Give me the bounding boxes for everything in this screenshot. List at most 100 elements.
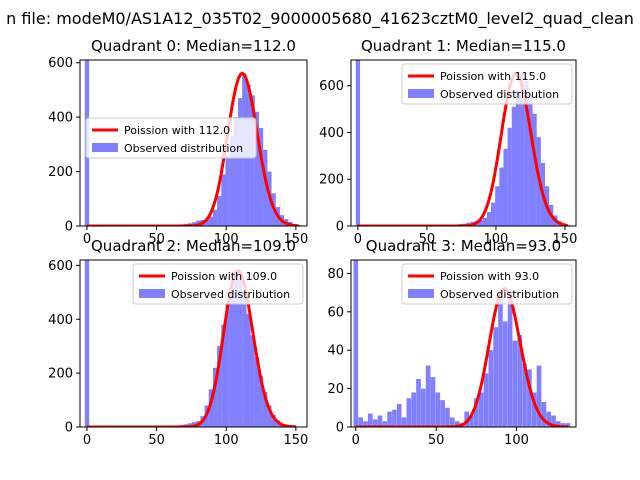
histogram-bar — [507, 127, 512, 226]
histogram-bar — [387, 411, 392, 427]
histogram-bar — [263, 391, 268, 427]
histogram-bar — [515, 90, 521, 226]
x-tick-label: 100 — [484, 232, 509, 247]
histogram-bar — [84, 260, 90, 427]
histogram-bar — [488, 350, 494, 427]
histogram-bar — [353, 260, 359, 427]
axes-frame — [350, 59, 577, 227]
x-tick-label: 100 — [504, 433, 529, 448]
axes-frame — [350, 259, 577, 428]
histogram-bar — [469, 415, 474, 427]
chart-panel-0: 0 50 100 150 0 200 400 600 Quadrant 0: Median=11… — [48, 37, 308, 247]
legend: Poission with 93.0 Observed distribution — [401, 263, 573, 305]
x-tick-label: 150 — [283, 433, 308, 448]
histogram-bar — [499, 167, 504, 226]
histogram-bar — [358, 417, 363, 427]
histogram-bar — [541, 402, 547, 427]
legend-fit-label: Poission with 109.0 — [171, 270, 277, 283]
x-tick-label: 50 — [148, 232, 165, 247]
histogram-bar — [565, 423, 571, 427]
chart-panel-1: 0 50 100 150 0 200 400 600 Quadrant 1: Median=11… — [319, 37, 577, 247]
histogram-bar — [425, 365, 431, 427]
y-tick-label: 60 — [327, 305, 344, 320]
y-tick-label: 20 — [327, 382, 344, 397]
histogram-bar — [531, 392, 537, 427]
histogram-bar — [233, 117, 239, 226]
y-tick-label: 80 — [327, 267, 344, 282]
x-tick-label: 0 — [83, 232, 91, 247]
histogram-bar — [237, 98, 243, 226]
histogram-bar — [502, 321, 508, 427]
histogram-bar — [225, 303, 230, 427]
histogram-bar — [233, 270, 239, 427]
histogram-bar — [237, 276, 243, 427]
legend-box — [401, 263, 573, 305]
histogram-bar — [528, 95, 533, 226]
axes-frame — [79, 259, 308, 428]
legend: Poission with 115.0 Observed distribution — [401, 63, 573, 105]
x-tick-label: 0 — [354, 232, 362, 247]
histogram-bar — [401, 417, 407, 427]
histogram-bar — [367, 413, 373, 427]
histogram-bar — [517, 334, 523, 427]
histogram-bar — [372, 419, 378, 427]
histogram-bar — [204, 219, 209, 226]
histogram-bar — [377, 415, 383, 427]
histogram-bar — [536, 365, 542, 427]
legend-box — [132, 263, 304, 305]
y-tick-label: 200 — [48, 165, 73, 180]
histogram-bar — [420, 388, 426, 427]
histogram-bar — [493, 327, 498, 427]
legend-box — [85, 117, 257, 159]
histogram-bar — [503, 148, 508, 226]
histogram-bar — [217, 196, 222, 226]
histogram-bar — [474, 398, 479, 427]
histogram-bar — [486, 211, 492, 226]
histogram-bar — [454, 421, 460, 427]
histogram-bar — [363, 421, 368, 427]
legend-hist-swatch — [408, 289, 434, 298]
histogram-bar — [208, 216, 214, 226]
panel-title: Quadrant 0: Median=112.0 — [91, 37, 296, 55]
poisson-fit-line — [355, 287, 569, 427]
histogram-bar — [396, 403, 402, 427]
y-tick-label: 0 — [65, 220, 73, 235]
histogram-bar — [445, 407, 450, 427]
histogram-bar — [221, 174, 226, 226]
histogram-bar — [208, 389, 214, 427]
legend: Poission with 109.0 Observed distribution — [132, 263, 304, 305]
y-tick-label: 40 — [327, 344, 344, 359]
histogram-bar — [221, 324, 226, 427]
histogram-bar — [406, 398, 412, 427]
histogram-bar — [355, 60, 361, 226]
legend-fit-label: Poission with 112.0 — [124, 124, 230, 137]
panel-title: Quadrant 2: Median=109.0 — [91, 237, 296, 255]
y-tick-label: 200 — [319, 173, 344, 188]
histogram-bar — [254, 356, 260, 427]
histogram-bar — [498, 296, 503, 427]
chart-panel-3: 0 50 100 0 20 40 60 80 Quadrant 3: Median=93.0 Po… — [327, 237, 577, 448]
histogram-bar — [482, 217, 488, 226]
x-tick-label: 100 — [214, 433, 239, 448]
histogram-bar — [229, 136, 234, 226]
histogram-bar — [524, 81, 529, 226]
histogram-bar — [520, 74, 525, 226]
axes-frame — [79, 59, 308, 227]
histogram-bar — [246, 313, 251, 427]
histogram-bar — [212, 209, 218, 226]
histogram-bar — [411, 392, 417, 427]
y-tick-label: 0 — [336, 421, 344, 436]
histogram-bar — [212, 367, 218, 427]
histogram-bar — [440, 400, 445, 427]
x-tick-label: 150 — [283, 232, 308, 247]
legend-hist-swatch — [408, 89, 434, 98]
y-tick-label: 0 — [65, 421, 73, 436]
legend-box — [401, 63, 573, 105]
histogram-bar — [267, 405, 272, 427]
histogram-bar — [512, 340, 518, 427]
histogram-bar — [416, 379, 421, 427]
y-tick-label: 200 — [48, 367, 73, 382]
y-tick-label: 400 — [319, 126, 344, 141]
